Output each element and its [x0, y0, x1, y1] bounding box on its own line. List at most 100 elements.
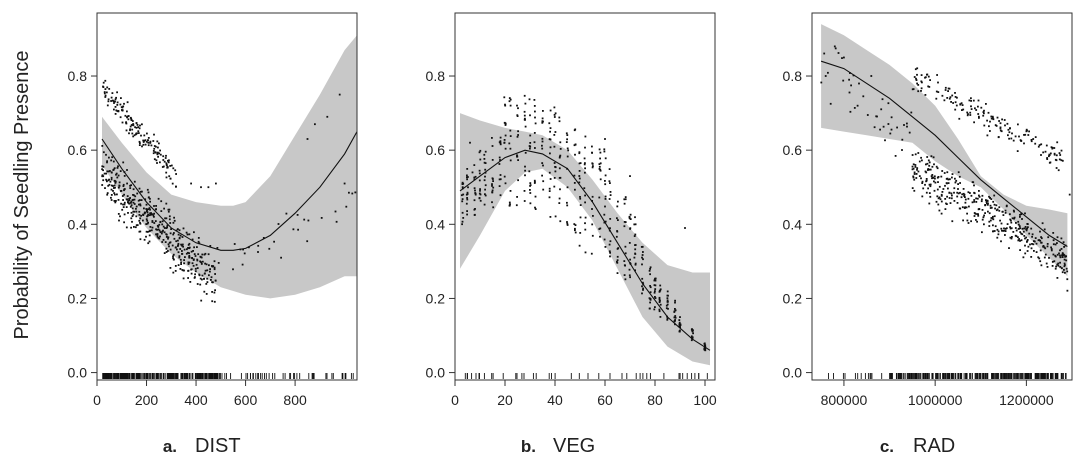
data-point: [1053, 260, 1056, 263]
data-point: [965, 206, 968, 209]
data-point: [678, 321, 681, 324]
data-point: [147, 137, 150, 139]
data-point: [214, 289, 216, 292]
data-point: [1010, 219, 1012, 222]
data-point: [156, 234, 159, 236]
data-point: [169, 222, 172, 224]
data-point: [608, 168, 611, 170]
data-point: [479, 158, 482, 161]
data-point: [170, 228, 172, 230]
data-point: [155, 159, 158, 162]
data-point: [1024, 212, 1026, 215]
data-point: [578, 152, 581, 155]
data-point: [157, 226, 160, 228]
data-point: [949, 96, 952, 99]
data-point: [583, 187, 586, 190]
data-point: [1012, 139, 1015, 142]
data-point: [911, 154, 914, 156]
data-point: [989, 207, 992, 209]
data-point: [999, 129, 1002, 132]
data-point: [947, 87, 950, 90]
data-point: [135, 122, 138, 124]
data-point: [558, 197, 561, 200]
data-point: [1016, 150, 1019, 152]
data-point: [970, 194, 973, 197]
data-point: [153, 212, 155, 215]
data-point: [616, 205, 619, 208]
data-point: [558, 120, 561, 123]
data-point: [990, 198, 993, 200]
data-point: [574, 229, 576, 232]
data-point: [1028, 232, 1031, 235]
data-point: [986, 202, 988, 205]
data-point: [704, 344, 706, 347]
data-point: [498, 156, 501, 159]
data-point: [1041, 222, 1044, 225]
data-point: [549, 178, 552, 180]
data-point: [573, 144, 576, 147]
data-point: [200, 186, 202, 189]
data-point: [509, 98, 512, 101]
data-point: [948, 197, 951, 199]
data-point: [142, 143, 145, 146]
data-point: [999, 122, 1002, 125]
data-point: [666, 318, 669, 321]
data-point: [191, 262, 194, 265]
data-point: [188, 252, 190, 255]
data-point: [142, 141, 145, 143]
data-point: [642, 289, 644, 291]
data-point: [998, 209, 1001, 212]
data-point: [146, 215, 149, 217]
data-point: [139, 238, 142, 241]
data-point: [139, 217, 142, 220]
data-point: [212, 281, 214, 284]
data-point: [109, 170, 111, 172]
data-point: [164, 241, 167, 243]
data-point: [162, 159, 165, 161]
data-point: [917, 170, 920, 173]
data-point: [628, 217, 631, 220]
data-point: [345, 205, 348, 208]
y-tick-label: 0.0: [426, 365, 446, 381]
data-point: [933, 175, 936, 178]
data-point: [516, 155, 518, 158]
data-point: [508, 97, 511, 99]
data-point: [927, 75, 930, 78]
data-point: [130, 124, 133, 126]
data-point: [920, 80, 923, 83]
data-point: [296, 214, 299, 216]
data-point: [133, 134, 136, 137]
data-point: [110, 184, 113, 187]
data-point: [916, 168, 918, 171]
data-point: [142, 214, 145, 216]
data-point: [678, 330, 681, 333]
data-point: [541, 120, 544, 123]
data-point: [107, 170, 110, 173]
data-point: [1005, 227, 1008, 230]
data-point: [116, 104, 119, 106]
data-point: [684, 227, 686, 229]
data-point: [106, 104, 109, 107]
data-point: [484, 168, 487, 171]
data-point: [634, 263, 637, 266]
y-axis-label: Probability of Seedling Presence: [11, 50, 33, 339]
data-point: [529, 185, 531, 187]
data-point: [200, 256, 203, 259]
data-point: [157, 151, 159, 154]
data-point: [1014, 234, 1017, 237]
data-point: [1024, 252, 1027, 255]
data-point: [999, 127, 1002, 130]
data-point: [148, 234, 151, 237]
x-tick-label: 1200000: [999, 392, 1054, 408]
data-point: [829, 102, 832, 105]
data-point: [649, 268, 651, 270]
data-point: [181, 250, 183, 252]
data-point: [579, 216, 582, 219]
data-point: [115, 173, 117, 176]
data-point: [150, 212, 152, 214]
data-point: [954, 181, 957, 184]
data-point: [958, 175, 961, 178]
data-point: [642, 251, 644, 253]
data-point: [503, 96, 506, 99]
data-point: [1017, 239, 1020, 242]
